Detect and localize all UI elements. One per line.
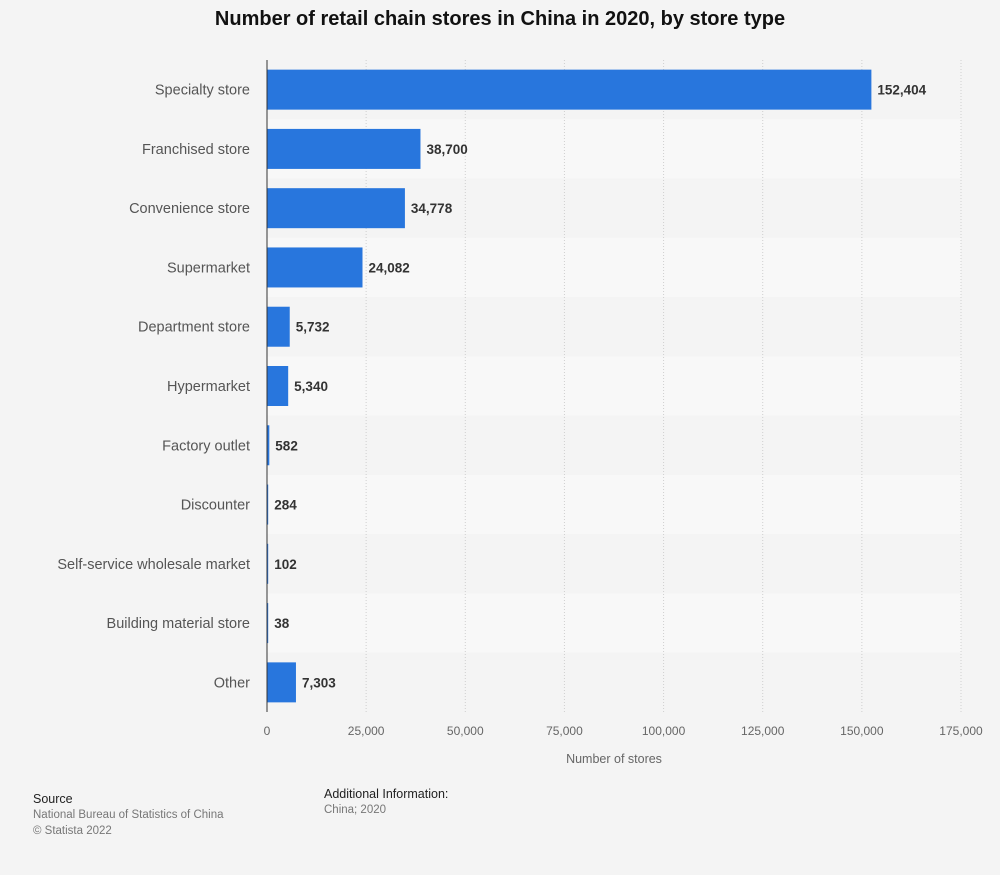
value-label: 7,303 xyxy=(302,675,336,690)
row-band xyxy=(267,415,961,475)
source-name[interactable]: National Bureau of Statistics of China xyxy=(33,809,224,821)
source-heading[interactable]: Source xyxy=(33,792,73,806)
additional-info-text: China; 2020 xyxy=(324,804,387,816)
x-tick-label: 175,000 xyxy=(939,724,983,738)
row-band xyxy=(267,297,961,357)
value-label: 284 xyxy=(274,498,297,513)
bar[interactable] xyxy=(267,69,872,110)
row-band xyxy=(267,593,961,653)
category-label: Discounter xyxy=(181,498,250,514)
bar[interactable] xyxy=(267,603,269,644)
bar[interactable] xyxy=(267,543,269,584)
bar[interactable] xyxy=(267,188,405,229)
bar[interactable] xyxy=(267,247,363,288)
bar[interactable] xyxy=(267,366,289,406)
source-block: Source National Bureau of Statistics of … xyxy=(33,791,224,839)
value-label: 5,340 xyxy=(294,379,328,394)
row-band xyxy=(267,474,961,535)
bar[interactable] xyxy=(267,306,290,347)
bar[interactable] xyxy=(267,484,269,525)
chart-title: Number of retail chain stores in China i… xyxy=(214,8,786,30)
value-label: 582 xyxy=(275,438,298,453)
value-label: 152,404 xyxy=(877,83,926,98)
x-tick-label: 50,000 xyxy=(447,724,484,738)
x-tick-label: 125,000 xyxy=(741,724,785,738)
additional-info-block: Additional Information: China; 2020 xyxy=(324,786,448,818)
category-label: Other xyxy=(214,675,250,691)
category-label: Franchised store xyxy=(142,142,250,158)
bar[interactable] xyxy=(267,425,270,466)
category-label: Factory outlet xyxy=(162,438,250,454)
row-band xyxy=(267,237,961,298)
x-tick-label: 0 xyxy=(264,724,271,738)
row-band xyxy=(267,652,961,712)
value-label: 102 xyxy=(274,557,297,572)
category-label: Building material store xyxy=(107,616,250,632)
category-label: Supermarket xyxy=(167,260,250,276)
category-label: Department store xyxy=(138,320,250,336)
value-label: 24,082 xyxy=(369,260,410,275)
category-label: Self-service wholesale market xyxy=(57,557,250,573)
x-axis-title: Number of stores xyxy=(566,752,662,766)
bar[interactable] xyxy=(267,662,296,703)
row-band xyxy=(267,534,961,594)
value-label: 38 xyxy=(274,616,290,631)
value-label: 38,700 xyxy=(426,142,467,157)
x-tick-label: 100,000 xyxy=(642,724,686,738)
value-label: 34,778 xyxy=(411,201,453,216)
category-label: Convenience store xyxy=(129,201,250,217)
x-tick-label: 25,000 xyxy=(348,724,385,738)
x-tick-label: 75,000 xyxy=(546,724,583,738)
additional-info-heading[interactable]: Additional Information: xyxy=(324,787,449,801)
bar-chart: Specialty store 152,404 Franchised store 38… xyxy=(57,60,983,766)
category-label: Specialty store xyxy=(155,83,250,99)
row-band xyxy=(267,356,961,416)
category-label: Hypermarket xyxy=(167,379,250,395)
value-label: 5,732 xyxy=(296,320,330,335)
copyright: © Statista 2022 xyxy=(33,825,112,837)
x-tick-label: 150,000 xyxy=(840,724,884,738)
bar[interactable] xyxy=(267,128,421,169)
